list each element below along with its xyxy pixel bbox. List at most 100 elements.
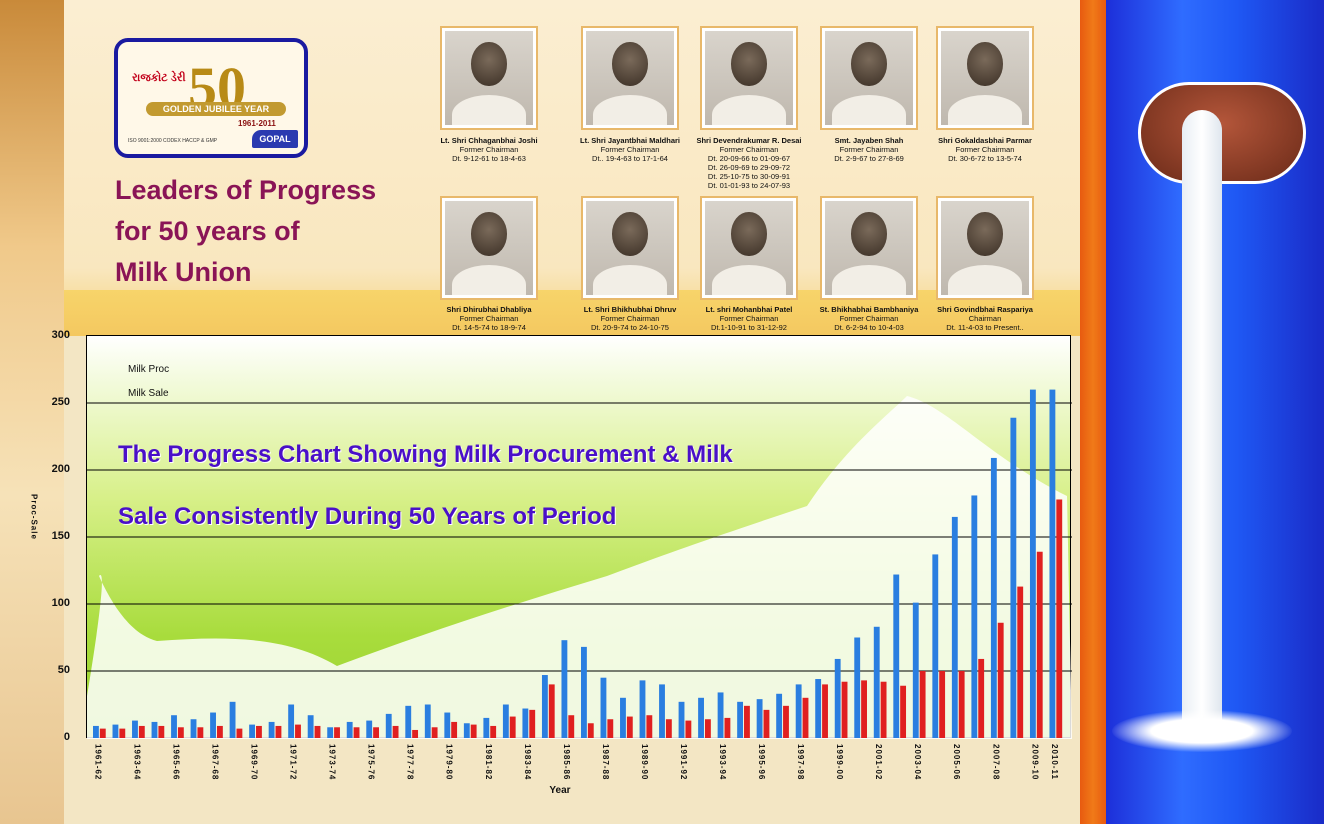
leader-portrait [581,196,679,300]
x-tick-label: 1995-96 [757,744,766,780]
bar-milk-sale [177,727,184,738]
gopal-badge: GOPAL [252,130,298,148]
bar-milk-proc [366,720,373,738]
x-tick-label: 2007-08 [991,744,1000,780]
x-tick-label: 1971-72 [289,744,298,780]
bar-milk-sale [392,725,399,738]
bar-milk-proc [932,554,939,738]
bar-milk-sale [958,671,965,738]
milk-pouring-image [1138,82,1306,184]
bar-milk-proc [971,495,978,738]
leader-name: Smt. Jayaben Shah [834,136,904,145]
leader-term: Dt. 6-2-94 to 10-4-03 [834,323,904,332]
leader-photo [825,201,913,295]
leader-photo [586,201,674,295]
leader-portrait [936,196,1034,300]
headline-line-3: Milk Union [115,257,252,287]
bar-milk-sale [509,716,516,738]
golden-jubilee-logo: રાજકોટ ડેરી 50 GOLDEN JUBILEE YEAR 1961-… [114,38,308,158]
bar-milk-sale [802,697,809,738]
x-tick-label: 1991-92 [679,744,688,780]
x-tick-label: 1961-62 [93,744,102,780]
leader-caption: Shri Devendrakumar R. Desai Former Chairm… [684,136,814,190]
bar-milk-sale [900,685,907,738]
bar-milk-sale [978,658,985,738]
leader-caption: Shri Gokaldasbhai Parmar Former Chairman D… [920,136,1050,163]
leader-caption: Lt. shri Mohanbhai Patel Former Chairman D… [684,305,814,332]
leader-term: Dt. 2-9-67 to 27-8-69 [834,154,904,163]
bar-milk-proc [268,721,275,738]
x-tick-label: 2003-04 [913,744,922,780]
bar-milk-sale [353,727,360,738]
chart-legend: Milk Proc Milk Sale [128,358,169,406]
bar-milk-sale [1056,499,1063,738]
bar-milk-sale [704,719,711,738]
bar-milk-proc [1010,417,1017,738]
bar-milk-proc [737,701,744,738]
bar-milk-sale [158,725,165,738]
bar-milk-sale [197,727,204,738]
x-tick-label: 1985-86 [562,744,571,780]
leader-term: Dt. 30-6-72 to 13-5-74 [948,154,1022,163]
leader-caption: Lt. Shri Jayantbhai Maldhari Former Chair… [565,136,695,163]
bar-milk-sale [822,684,828,738]
bar-milk-sale [783,705,789,738]
bar-milk-sale [314,725,321,738]
chart-title-line-2: Sale Consistently During 50 Years of Per… [118,503,617,530]
bar-milk-proc [639,680,646,738]
leader-name: Lt. Shri Chhaganbhai Joshi [440,136,538,145]
legend-item-milk-sale: Milk Sale [128,388,169,399]
bar-milk-sale [99,728,106,738]
leader-term: Dt. 25-10-75 to 30-09-91 [707,172,791,181]
bar-milk-sale [997,622,1004,738]
bar-milk-sale [763,709,770,738]
logo-years: 1961-2011 [238,119,276,128]
leader-term: Former Chairman [839,314,899,323]
leader-name: Shri Govindbhai Raspariya [937,305,1033,314]
bar-milk-proc [678,701,685,738]
leader-term: Former Chairman [719,145,779,154]
bar-milk-sale [373,727,379,738]
bar-milk-proc [951,516,958,738]
bar-milk-proc [346,721,353,738]
leader-photo [941,201,1029,295]
legend-item-milk-proc: Milk Proc [128,364,170,375]
leader-name: Lt. shri Mohanbhai Patel [705,305,793,314]
bar-milk-sale [685,720,692,738]
bar-milk-proc [600,677,607,738]
x-tick-label: 1983-84 [523,744,532,780]
leader-term: Chairman [968,314,1002,323]
x-tick-label: 2009-10 [1030,744,1039,780]
leader-portrait [700,26,798,130]
leader-photo [941,31,1029,125]
chart-title-line-1: The Progress Chart Showing Milk Procurem… [118,441,733,468]
bar-milk-sale [470,724,477,738]
bar-milk-proc [1029,389,1036,738]
leader-caption: Shri Dhirubhai Dhabliya Former Chairman Dt… [424,305,554,332]
bar-milk-proc [990,457,997,738]
bar-milk-proc [1049,389,1056,738]
bar-milk-sale [665,719,672,738]
bar-milk-sale [724,717,731,738]
bar-milk-sale [138,725,145,738]
leader-caption: St. Bhikhabhai Bambhaniya Former Chairman… [804,305,934,332]
x-tick-label: 2005-06 [952,744,961,780]
leader-caption: Lt. Shri Chhaganbhai Joshi Former Chairma… [424,136,554,163]
leader-name: Shri Dhirubhai Dhabliya [446,305,532,314]
bar-milk-sale [568,715,575,738]
x-tick-label: 1981-82 [484,744,493,780]
leader-caption: Lt. Shri Bhikhubhai Dhruv Former Chairman… [565,305,695,332]
bar-milk-proc [893,574,900,738]
leader-photo [586,31,674,125]
logo-script-text: રાજકોટ ડેરી [132,72,186,84]
x-tick-label: 1973-74 [328,744,337,780]
x-tick-label: 1987-88 [601,744,610,780]
milk-wave [87,396,1072,739]
leader-portrait [440,26,538,130]
leader-term: Former Chairman [600,145,660,154]
leader-name: Lt. Shri Jayantbhai Maldhari [579,136,681,145]
bar-milk-proc [483,717,490,738]
leader-name: Lt. Shri Bhikhubhai Dhruv [583,305,677,314]
logo-band: GOLDEN JUBILEE YEAR [146,102,286,116]
leader-term: Former Chairman [600,314,660,323]
